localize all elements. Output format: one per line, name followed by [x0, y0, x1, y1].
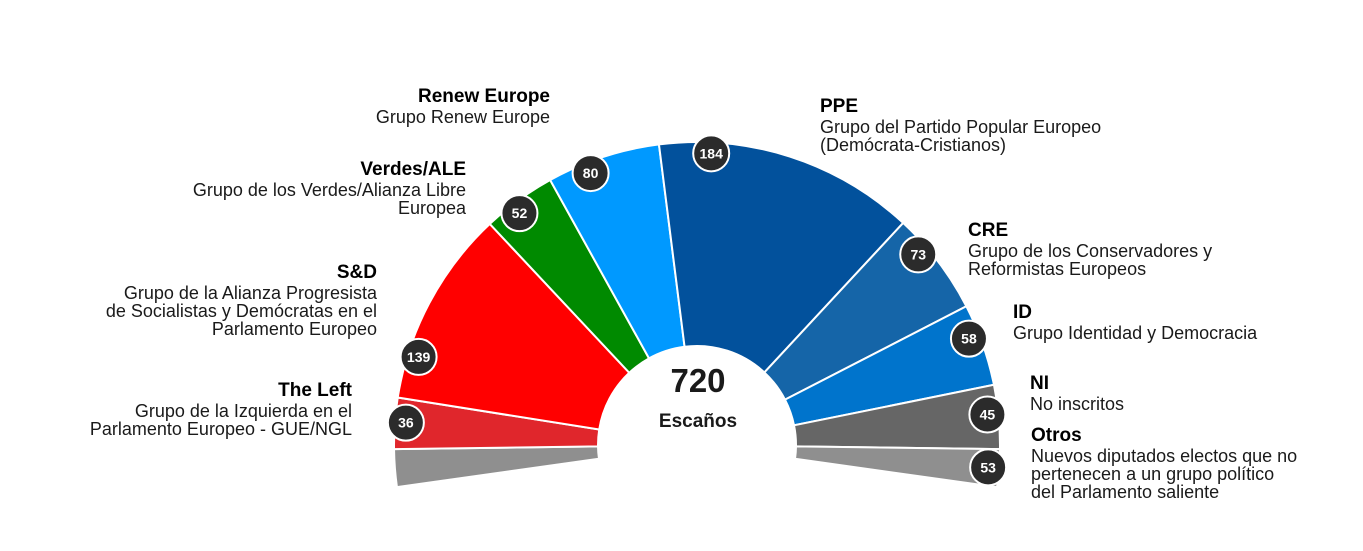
- seat-badge: [899, 235, 938, 274]
- legend-ppe: PPE Grupo del Partido Popular Europeo (D…: [820, 96, 1101, 154]
- legend-cre: CRE Grupo de los Conservadores y Reformi…: [968, 220, 1212, 278]
- seat-badge: [969, 448, 1008, 487]
- seat-count-label: 184: [700, 145, 724, 161]
- legend-name: PPE: [820, 96, 859, 117]
- seat-badge: [692, 134, 731, 173]
- legend-name: S&D: [336, 262, 377, 283]
- seat-count-label: 45: [980, 407, 996, 423]
- total-seats: 720: [670, 362, 726, 399]
- legend-name: CRE: [968, 220, 1009, 241]
- legend-name: Verdes/ALE: [360, 159, 466, 180]
- total-seats-label: Escaños: [658, 411, 738, 432]
- legend-full-name: Grupo de la Alianza Progresista de Socia…: [105, 283, 377, 339]
- legend-full-name: Grupo Renew Europe: [375, 107, 550, 127]
- legend-the-left: The Left Grupo de la Izquierda en el Par…: [90, 380, 352, 438]
- legend-full-name: No inscritos: [1030, 394, 1125, 414]
- legend-sd: S&D Grupo de la Alianza Progresista de S…: [106, 262, 377, 338]
- seat-count-label: 58: [961, 331, 977, 347]
- seat-count-label: 36: [398, 415, 414, 431]
- seat-count-label: 73: [910, 246, 926, 262]
- legend-otros: Otros Nuevos diputados electos que no pe…: [1031, 425, 1297, 501]
- legend-full-name: Grupo de la Izquierda en el Parlamento E…: [89, 401, 352, 439]
- legend-full-name: Nuevos diputados electos que no pertenec…: [1031, 446, 1298, 502]
- legend-name: Otros: [1031, 425, 1082, 446]
- legend-full-name: Grupo Identidad y Democracia: [1013, 323, 1258, 343]
- legend-full-name: Grupo del Partido Popular Europeo (Demóc…: [820, 117, 1102, 155]
- seat-wedge-ppe: [657, 141, 905, 374]
- seat-count-label: 139: [407, 349, 431, 365]
- legend-name: Renew Europe: [418, 86, 550, 107]
- legend-full-name: Grupo de los Verdes/Alianza Libre Europe…: [192, 180, 466, 218]
- seat-badge: [949, 319, 988, 358]
- legend-name: NI: [1030, 373, 1049, 394]
- legend-verdes-ale: Verdes/ALE Grupo de los Verdes/Alianza L…: [193, 159, 466, 217]
- legend-renew-europe: Renew Europe Grupo Renew Europe: [376, 86, 550, 126]
- seat-count-label: 52: [512, 205, 528, 221]
- seat-count-label: 80: [583, 165, 599, 181]
- legend-ni: NI No inscritos: [1030, 373, 1124, 413]
- seat-wedge-otros: [393, 445, 601, 489]
- seat-badge: [386, 403, 425, 442]
- legend-name: ID: [1013, 302, 1032, 323]
- seat-badge: [571, 154, 610, 193]
- seat-badge: [500, 194, 539, 233]
- seat-count-label: 53: [980, 459, 996, 475]
- seat-badge: [968, 395, 1007, 434]
- seat-badge: [399, 337, 438, 376]
- legend-id: ID Grupo Identidad y Democracia: [1013, 302, 1257, 342]
- legend-name: The Left: [278, 380, 352, 401]
- legend-full-name: Grupo de los Conservadores y Reformistas…: [968, 241, 1213, 279]
